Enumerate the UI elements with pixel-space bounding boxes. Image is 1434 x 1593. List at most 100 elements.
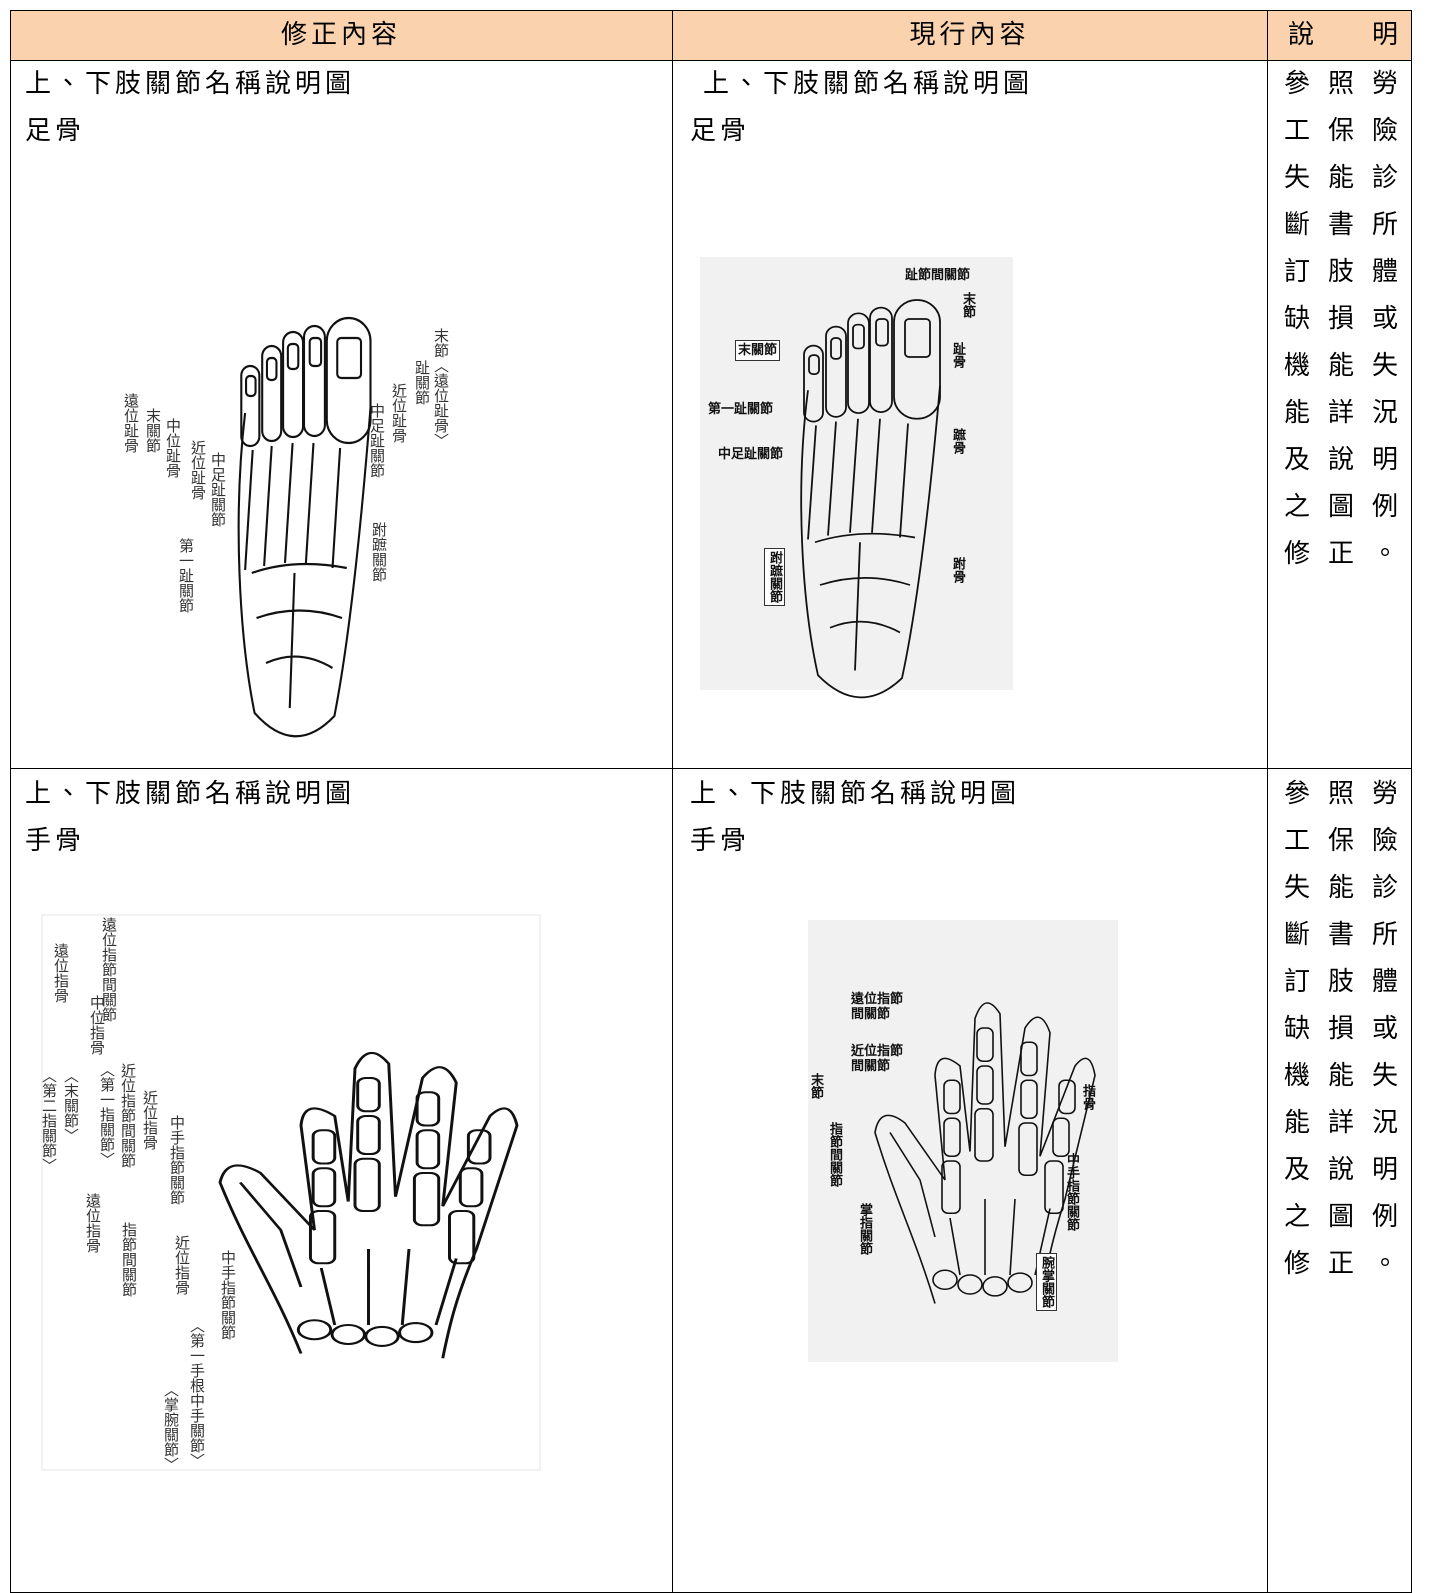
drawing-stroke [364,1325,400,1347]
drawing-stroke [827,421,837,536]
cell-title: 上、下肢關節名稱說明圖 [25,779,356,809]
figure-label: 腕掌關節 [1036,1253,1057,1311]
figure-label: 掌指關節 [857,1203,872,1255]
drawing-stroke [1020,1041,1038,1077]
figure-label: 指骨 [1080,1084,1095,1110]
hand-drawing [218,1052,519,1359]
figure-label: 中手指節關節 [168,1115,186,1205]
figure-label: 遠位指節間關節 [100,917,118,1022]
cell-subtitle: 足骨 [25,116,86,146]
drawing-stroke [218,1052,519,1359]
rule [672,10,673,1593]
drawing-stroke [871,418,881,533]
drawing-stroke [353,1157,381,1213]
drawing-stroke [415,1091,441,1127]
drawing-stroke [237,407,372,738]
figure-label: 蹠骨 [950,428,965,454]
figure-label: 〈第一手根中手關節〉 [188,1318,206,1468]
figure-label: 遠位指骨 [52,943,70,1003]
figure-label: 〈末關節〉 [62,1068,80,1143]
figure-label: 趾關節 [413,360,431,405]
drawing-stroke [874,1002,1096,1309]
drawing-stroke [458,1167,484,1208]
figure-bg [808,920,1118,1362]
figure-label: 末節 [960,292,975,318]
figure-label: 中足趾關節 [209,452,227,527]
figure-label: 末節〈遠位趾骨〉 [432,328,450,448]
drawing-stroke [869,306,893,413]
figure-label: 中手指節關節 [1064,1153,1079,1231]
figure-label: 遠位指節間關節 [851,992,904,1022]
drawing-stroke [803,344,824,423]
drawing-stroke [356,1114,381,1156]
figure-label: 末關節 [144,408,162,453]
figure-label: 近位趾骨 [390,383,408,443]
figure-label: 中足趾關節 [718,447,784,462]
rule [10,60,1412,61]
drawing-stroke [899,423,909,538]
drawing-stroke [308,1209,337,1265]
drawing-stroke [847,312,870,414]
column-header: 修正內容 [280,20,401,50]
drawing-stroke [1058,1079,1076,1115]
figure-label: 〈第二指關節〉 [40,1068,58,1173]
drawing-stroke [238,1181,458,1326]
drawing-stroke [807,425,817,540]
drawing-stroke [814,532,916,671]
figure-label: 第一趾關節 [177,538,195,613]
drawing-stroke [240,364,261,448]
column-header: 說明 [1288,20,1398,50]
drawing-stroke [282,330,305,439]
figure-label: 指節間關節 [120,1222,138,1297]
drawing-stroke [1044,1160,1064,1215]
figure-label: 跗蹠關節 [370,522,388,582]
drawing-stroke [932,1269,958,1291]
drawing-stroke [976,1065,994,1105]
drawing-stroke [304,442,315,564]
drawing-stroke [1007,1272,1033,1293]
drawing-stroke [974,1107,994,1162]
rule [10,10,11,1593]
drawing-stroke [800,385,941,699]
drawing-stroke [976,1027,994,1063]
figure-label: 〈掌腕關節〉 [162,1382,180,1472]
figure-label: 近位指骨 [141,1090,159,1150]
figure-label: 中位指骨 [88,995,106,1055]
drawing-stroke [308,336,323,368]
figure-label: 中位趾骨 [164,418,182,478]
figure-label: 中手指節關節 [219,1250,237,1340]
figure-label: 跗蹠關節 [764,548,785,606]
cell-title: 上、下肢關節名稱說明圖 [703,69,1034,99]
drawing-stroke [286,342,300,371]
drawing-stroke [263,445,273,567]
drawing-stroke [957,1274,983,1295]
drawing-stroke [261,344,283,443]
rule [10,768,1412,769]
drawing-stroke [1052,1117,1070,1158]
hand-drawing [874,1002,1096,1309]
figure-label: 末關節 [735,340,781,361]
figure-label: 遠位趾骨 [122,393,140,453]
column-header: 現行內容 [909,20,1030,50]
header-bg [10,10,1412,60]
drawing-stroke [412,1171,441,1227]
drawing-stroke [466,1129,492,1165]
drawing-stroke [808,354,820,375]
rule [10,10,1412,11]
figure-label: 中足趾關節 [368,403,386,478]
drawing-stroke [904,318,931,358]
figure-label: 近位指節間關節 [119,1063,137,1168]
drawing-stroke [311,1167,337,1208]
figure-label: 〈第一指關節〉 [98,1062,116,1167]
drawing-stroke [982,1276,1008,1297]
drawing-stroke [943,1117,961,1158]
drawing-stroke [356,1076,381,1113]
cell-subtitle: 足骨 [690,116,751,146]
figure-label: 近位指節間關節 [851,1044,904,1074]
drawing-stroke [852,323,865,350]
drawing-stroke [251,562,347,709]
drawing-stroke [331,447,342,569]
drawing-stroke [941,1160,961,1215]
drawing-stroke [311,1129,337,1165]
drawing-stroke [296,1319,333,1341]
